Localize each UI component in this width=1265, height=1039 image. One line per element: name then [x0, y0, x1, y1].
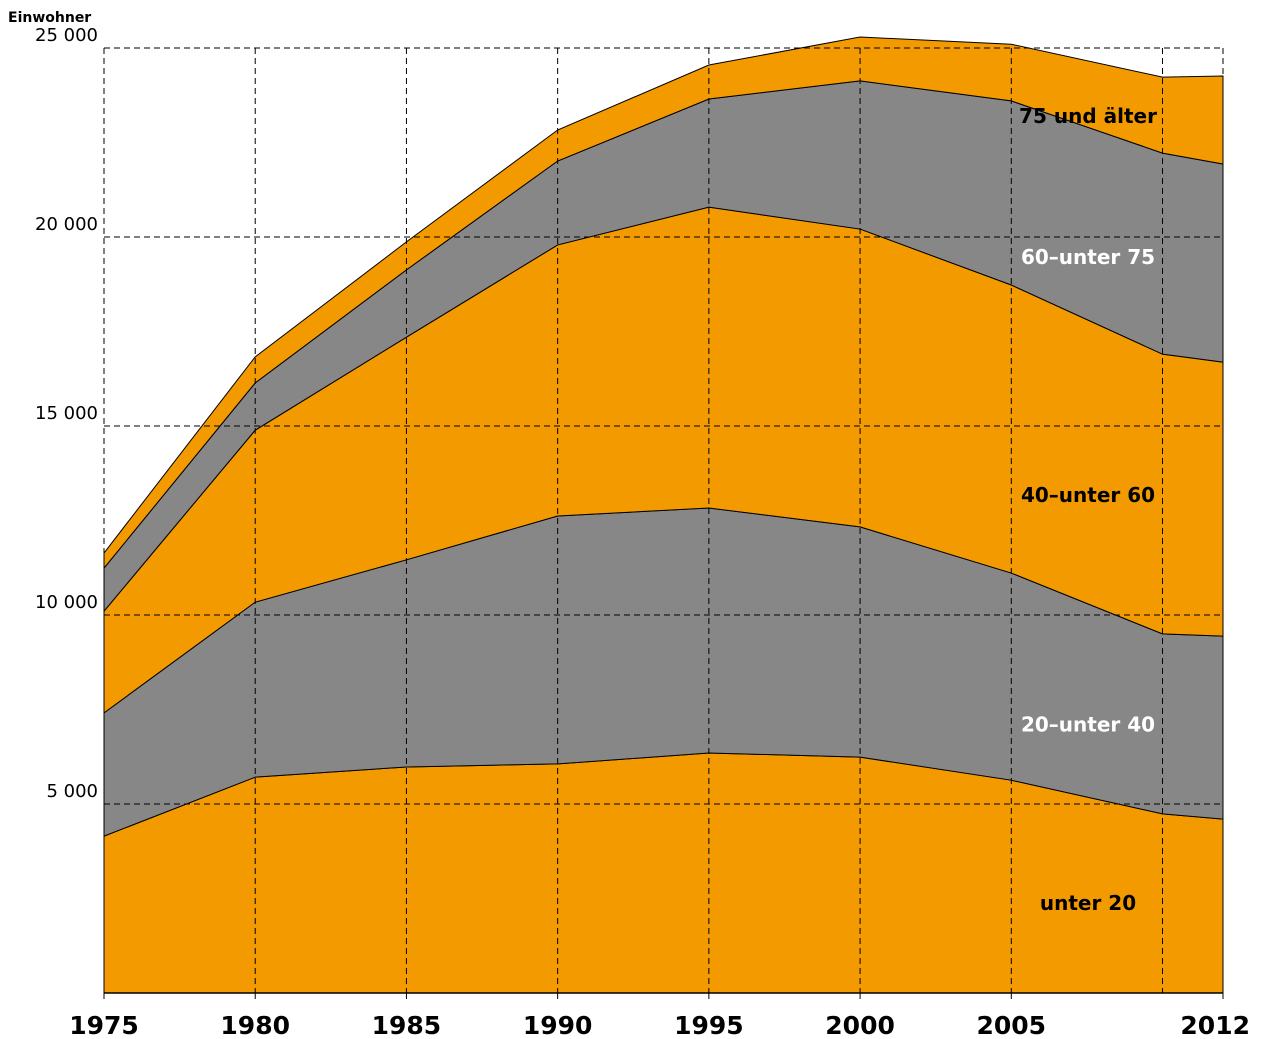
x-tick-label: 2000	[825, 1011, 895, 1039]
y-axis-label: Einwohner	[8, 10, 91, 26]
x-tick-label: 1985	[372, 1011, 442, 1039]
y-tick-label: 15 000	[35, 403, 98, 424]
series-label: 40–unter 60	[1021, 483, 1155, 507]
x-tick-label: 1980	[220, 1011, 290, 1039]
x-tick-label: 2012	[1180, 1011, 1250, 1039]
y-tick-label: 10 000	[35, 592, 98, 613]
x-tick-label: 1990	[523, 1011, 593, 1039]
x-tick-label: 1975	[69, 1011, 139, 1039]
y-tick-label: 25 000	[35, 25, 98, 46]
areas	[103, 36, 1224, 994]
y-tick-label: 5 000	[46, 781, 98, 802]
x-tick-label: 2005	[977, 1011, 1047, 1039]
series-label: 20–unter 40	[1021, 712, 1155, 736]
series-label: 75 und älter	[1019, 104, 1157, 128]
x-tick-label: 1995	[674, 1011, 744, 1039]
y-tick-label: 20 000	[35, 214, 98, 235]
series-label: unter 20	[1040, 891, 1136, 915]
series-label: 60–unter 75	[1021, 245, 1155, 269]
